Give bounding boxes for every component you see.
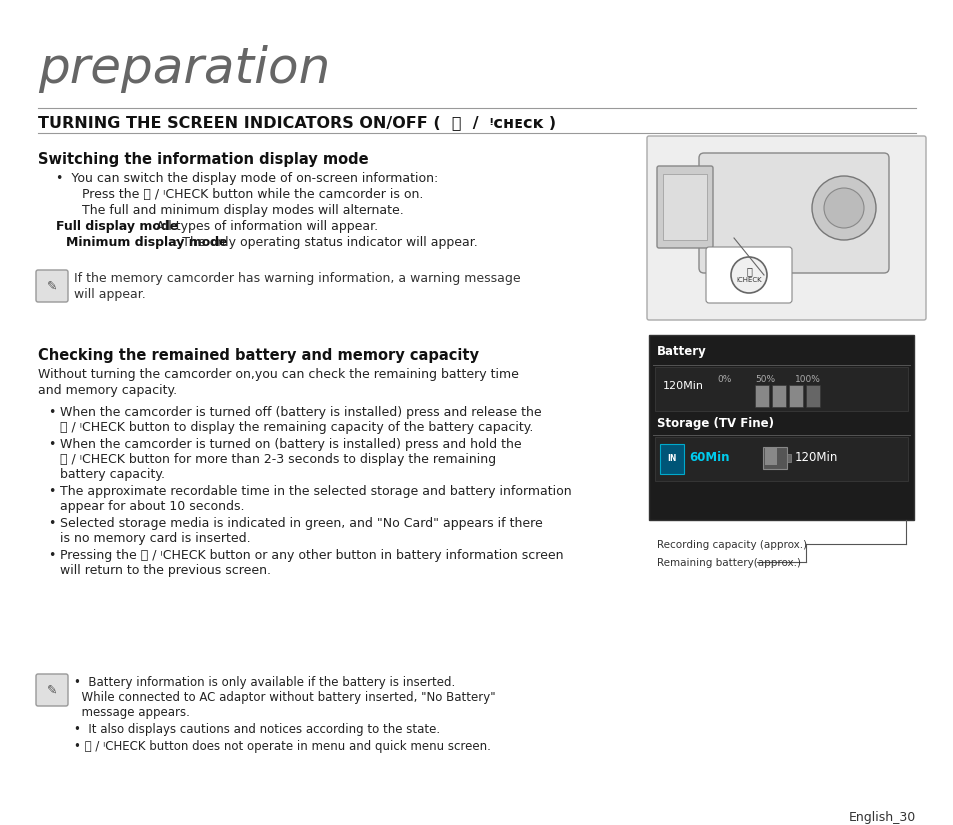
Text: •  You can switch the display mode of on-screen information:: • You can switch the display mode of on-… — [56, 172, 437, 185]
Bar — [805, 385, 820, 407]
Text: •: • — [48, 549, 55, 562]
Bar — [764, 447, 776, 465]
FancyBboxPatch shape — [699, 153, 888, 273]
Text: IN: IN — [666, 455, 676, 464]
FancyBboxPatch shape — [655, 437, 907, 481]
Text: Remaining battery(approx.): Remaining battery(approx.) — [657, 558, 801, 568]
Text: Selected storage media is indicated in green, and "No Card" appears if there: Selected storage media is indicated in g… — [60, 517, 542, 530]
Bar — [788, 385, 802, 407]
Circle shape — [811, 176, 875, 240]
Text: Minimum display mode: Minimum display mode — [66, 236, 228, 249]
Text: • ⧃ / ᵎCHECK button does not operate in menu and quick menu screen.: • ⧃ / ᵎCHECK button does not operate in … — [74, 740, 491, 753]
Text: Battery: Battery — [657, 345, 706, 358]
Text: 120Min: 120Min — [662, 381, 703, 391]
Text: •: • — [48, 517, 55, 530]
Text: 120Min: 120Min — [794, 451, 838, 464]
Text: Checking the remained battery and memory capacity: Checking the remained battery and memory… — [38, 348, 478, 363]
Bar — [786, 454, 790, 462]
Text: When the camcorder is turned off (battery is installed) press and release the: When the camcorder is turned off (batter… — [60, 406, 541, 419]
FancyBboxPatch shape — [662, 174, 706, 240]
Text: appear for about 10 seconds.: appear for about 10 seconds. — [60, 500, 244, 513]
Text: •  Battery information is only available if the battery is inserted.: • Battery information is only available … — [74, 676, 455, 689]
Bar — [771, 385, 785, 407]
Text: preparation: preparation — [38, 45, 330, 93]
Text: and memory capacity.: and memory capacity. — [38, 384, 177, 397]
Text: •  It also displays cautions and notices according to the state.: • It also displays cautions and notices … — [74, 723, 439, 736]
Text: While connected to AC adaptor without battery inserted, "No Battery": While connected to AC adaptor without ba… — [74, 691, 496, 704]
FancyBboxPatch shape — [659, 444, 683, 474]
Text: If the memory camcorder has warning information, a warning message: If the memory camcorder has warning info… — [74, 272, 520, 285]
Circle shape — [823, 188, 863, 228]
Text: English_30: English_30 — [848, 811, 915, 824]
Text: Recording capacity (approx.): Recording capacity (approx.) — [657, 540, 806, 550]
Text: Full display mode: Full display mode — [56, 220, 178, 233]
Text: : The only operating status indicator will appear.: : The only operating status indicator wi… — [173, 236, 477, 249]
Text: 60Min: 60Min — [688, 451, 729, 464]
Text: Pressing the ⧃ / ᵎCHECK button or any other button in battery information screen: Pressing the ⧃ / ᵎCHECK button or any ot… — [60, 549, 563, 562]
Text: Storage (TV Fine): Storage (TV Fine) — [657, 417, 773, 430]
Text: TURNING THE SCREEN INDICATORS ON/OFF (  ⧃  /  ᵎᴄʜᴇᴄᴋ ): TURNING THE SCREEN INDICATORS ON/OFF ( ⧃… — [38, 115, 556, 130]
Text: Switching the information display mode: Switching the information display mode — [38, 152, 368, 167]
FancyBboxPatch shape — [36, 270, 68, 302]
Text: The approximate recordable time in the selected storage and battery information: The approximate recordable time in the s… — [60, 485, 571, 498]
Text: When the camcorder is turned on (battery is installed) press and hold the: When the camcorder is turned on (battery… — [60, 438, 521, 451]
Text: iCHECK: iCHECK — [736, 277, 761, 283]
Text: 100%: 100% — [794, 375, 820, 384]
Text: •: • — [48, 438, 55, 451]
Text: : All types of information will appear.: : All types of information will appear. — [148, 220, 377, 233]
FancyBboxPatch shape — [648, 335, 913, 520]
Text: ⧃ / ᵎCHECK button for more than 2-3 seconds to display the remaining: ⧃ / ᵎCHECK button for more than 2-3 seco… — [60, 453, 496, 466]
Text: •: • — [48, 485, 55, 498]
FancyBboxPatch shape — [705, 247, 791, 303]
Text: •: • — [48, 406, 55, 419]
Text: 0%: 0% — [717, 375, 731, 384]
Text: The full and minimum display modes will alternate.: The full and minimum display modes will … — [66, 204, 403, 217]
Text: ✎: ✎ — [47, 280, 57, 293]
Text: 50%: 50% — [754, 375, 774, 384]
Text: is no memory card is inserted.: is no memory card is inserted. — [60, 532, 251, 545]
FancyBboxPatch shape — [657, 166, 712, 248]
Text: will appear.: will appear. — [74, 288, 146, 301]
FancyBboxPatch shape — [646, 136, 925, 320]
Text: ⧃: ⧃ — [745, 266, 751, 276]
Bar — [754, 385, 768, 407]
Text: Press the ⧃ / ᵎCHECK button while the camcorder is on.: Press the ⧃ / ᵎCHECK button while the ca… — [66, 188, 423, 201]
FancyBboxPatch shape — [655, 367, 907, 411]
Text: Without turning the camcorder on,you can check the remaining battery time: Without turning the camcorder on,you can… — [38, 368, 518, 381]
Text: ⧃ / ᵎCHECK button to display the remaining capacity of the battery capacity.: ⧃ / ᵎCHECK button to display the remaini… — [60, 421, 533, 434]
Text: will return to the previous screen.: will return to the previous screen. — [60, 564, 271, 577]
FancyBboxPatch shape — [36, 674, 68, 706]
Text: message appears.: message appears. — [74, 706, 190, 719]
Text: ✎: ✎ — [47, 683, 57, 696]
FancyBboxPatch shape — [762, 447, 786, 469]
Text: battery capacity.: battery capacity. — [60, 468, 165, 481]
Circle shape — [730, 257, 766, 293]
